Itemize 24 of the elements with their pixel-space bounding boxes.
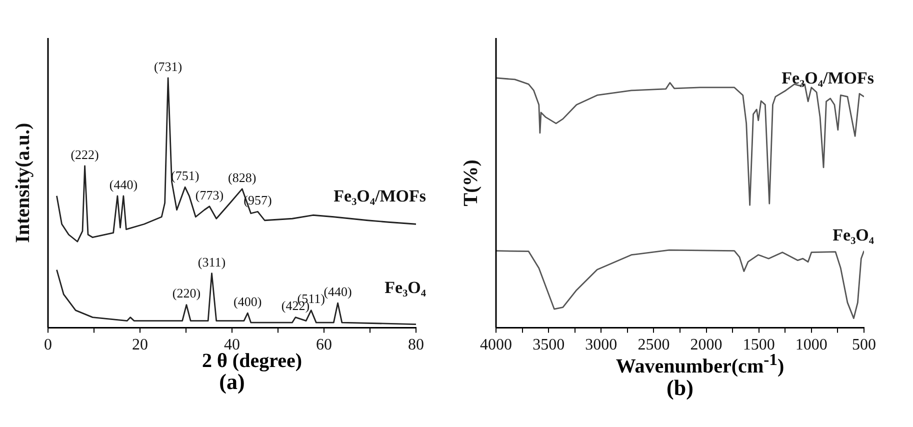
annotation: (773) [195,187,224,202]
x-tick-label: 60 [316,336,332,354]
x-tick-label: 3000 [585,336,618,354]
annotation: (440) [324,284,352,299]
x-tick-label: 1000 [795,336,828,354]
x-tick-label: 20 [132,336,148,354]
series-label: Fe₃O₄ [384,278,426,297]
x-tick-label: 4000 [480,336,512,354]
x-tick-label: 80 [408,336,424,354]
series-label: Fe₃O₄/MOFs [334,186,426,206]
series-label: Fe₃O₄ [832,226,874,245]
x-tick-label: 3500 [532,336,565,354]
series-label: Fe₃O₄/MOFs [782,68,874,88]
annotation: (311) [198,254,226,270]
y-axis-title: T(%) [460,160,482,206]
y-axis-title: Intensity(a.u.) [12,122,34,243]
annotation: (220) [172,286,201,301]
annotation: (400) [234,294,262,309]
annotation: (222) [70,146,99,162]
annotation: (828) [228,170,256,185]
x-tick-label: 500 [852,336,876,354]
annotation: (440) [109,176,138,192]
annotation: (731) [154,58,182,74]
x-tick-label: 0 [44,336,52,354]
